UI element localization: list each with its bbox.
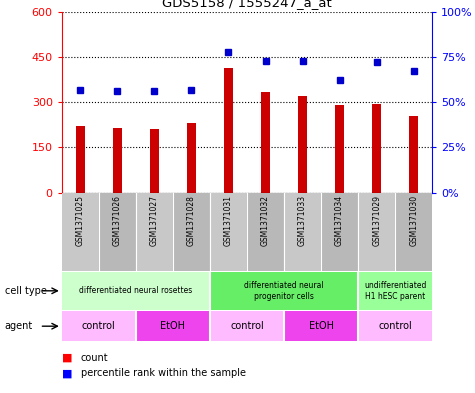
Text: GSM1371025: GSM1371025 — [76, 195, 85, 246]
Bar — [321, 193, 358, 271]
Text: cell type: cell type — [5, 286, 47, 296]
Text: ■: ■ — [62, 353, 72, 363]
Bar — [210, 311, 284, 341]
Text: control: control — [378, 321, 412, 331]
Bar — [247, 193, 284, 271]
Text: GSM1371030: GSM1371030 — [409, 195, 418, 246]
Text: GSM1371029: GSM1371029 — [372, 195, 381, 246]
Bar — [224, 68, 233, 193]
Bar — [284, 311, 358, 341]
Bar — [99, 193, 136, 271]
Bar — [284, 193, 321, 271]
Text: GSM1371026: GSM1371026 — [113, 195, 122, 246]
Bar — [113, 128, 122, 193]
Text: control: control — [82, 321, 116, 331]
Text: GSM1371034: GSM1371034 — [335, 195, 344, 246]
Text: GSM1371031: GSM1371031 — [224, 195, 233, 246]
Bar — [395, 193, 432, 271]
Title: GDS5158 / 1555247_a_at: GDS5158 / 1555247_a_at — [162, 0, 332, 9]
Bar — [150, 129, 159, 193]
Text: ■: ■ — [62, 368, 72, 378]
Bar — [372, 104, 381, 193]
Text: GSM1371028: GSM1371028 — [187, 195, 196, 246]
Text: EtOH: EtOH — [161, 321, 185, 331]
Bar — [136, 193, 173, 271]
Text: agent: agent — [5, 321, 33, 331]
Text: count: count — [81, 353, 108, 363]
Bar — [62, 272, 210, 310]
Text: control: control — [230, 321, 264, 331]
Bar — [173, 193, 210, 271]
Bar — [298, 96, 307, 193]
Bar — [335, 105, 344, 193]
Text: GSM1371027: GSM1371027 — [150, 195, 159, 246]
Text: undifferentiated
H1 hESC parent: undifferentiated H1 hESC parent — [364, 281, 427, 301]
Bar — [409, 116, 418, 193]
Text: GSM1371033: GSM1371033 — [298, 195, 307, 246]
Bar — [261, 92, 270, 193]
Bar — [210, 272, 358, 310]
Text: GSM1371032: GSM1371032 — [261, 195, 270, 246]
Bar — [358, 272, 432, 310]
Text: differentiated neural rosettes: differentiated neural rosettes — [79, 286, 192, 295]
Bar — [210, 193, 247, 271]
Bar — [62, 193, 99, 271]
Bar — [187, 123, 196, 193]
Bar — [62, 311, 136, 341]
Bar — [358, 311, 432, 341]
Bar — [358, 193, 395, 271]
Bar — [136, 311, 210, 341]
Text: differentiated neural
progenitor cells: differentiated neural progenitor cells — [244, 281, 324, 301]
Text: percentile rank within the sample: percentile rank within the sample — [81, 368, 246, 378]
Text: EtOH: EtOH — [309, 321, 333, 331]
Bar — [76, 126, 85, 193]
